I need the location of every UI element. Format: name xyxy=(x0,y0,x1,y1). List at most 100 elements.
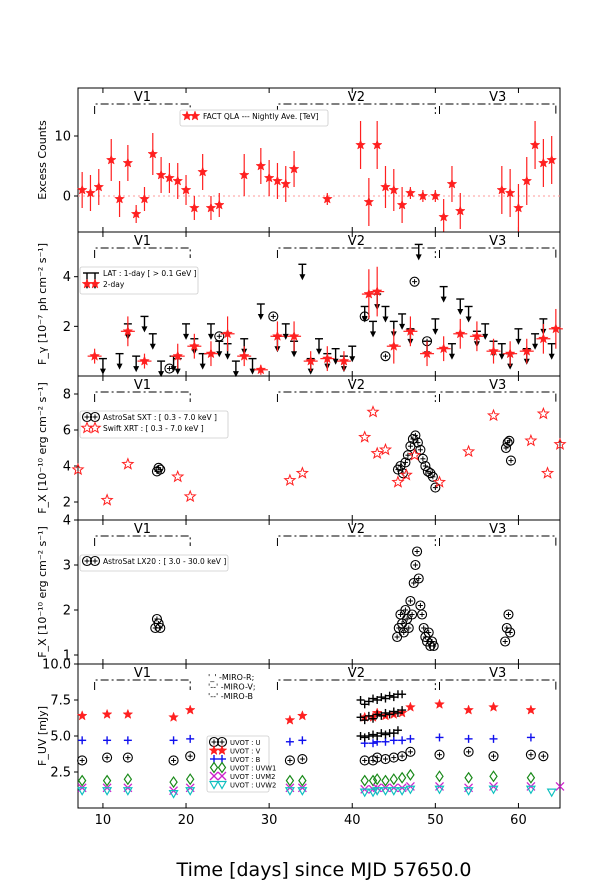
data-point xyxy=(356,696,365,704)
data-point xyxy=(205,347,217,359)
data-point xyxy=(77,787,88,796)
y-tick-label: 8 xyxy=(63,388,71,403)
data-point xyxy=(123,773,133,786)
data-point xyxy=(103,736,112,745)
legend: FACT QLA --- Nightly Ave. [TeV] xyxy=(179,109,329,127)
data-point xyxy=(391,475,405,488)
data-point xyxy=(101,708,113,719)
data-point xyxy=(405,595,416,607)
period-bracket xyxy=(94,391,191,402)
data-point xyxy=(238,350,250,361)
data-point xyxy=(222,328,233,339)
data-point xyxy=(381,305,390,323)
x-tick-label: 10 xyxy=(95,813,112,828)
y-tick-label: 10 xyxy=(54,130,71,145)
legend-label: Swift XRT : [ 0.3 - 7.0 keV ] xyxy=(103,424,204,433)
data-point xyxy=(238,169,250,180)
data-point xyxy=(397,751,408,762)
data-point xyxy=(434,698,445,709)
data-point xyxy=(171,469,185,483)
data-point xyxy=(285,737,294,746)
data-point xyxy=(380,787,391,796)
data-point xyxy=(77,755,88,766)
data-point xyxy=(78,736,87,745)
legend: LAT : 1-day [ > 0.1 GeV ] 2-day xyxy=(79,266,199,295)
legend-label: AstroSat LX20 : [ 3.0 - 30.0 keV ] xyxy=(103,557,226,566)
data-point xyxy=(297,787,308,796)
data-point xyxy=(139,193,150,204)
legend-label: FACT QLA --- Nightly Ave. [TeV] xyxy=(203,112,319,121)
data-point xyxy=(538,751,549,762)
data-point xyxy=(529,139,541,150)
data-point xyxy=(263,172,275,183)
period-label: V2 xyxy=(348,378,365,393)
data-point xyxy=(198,352,207,370)
legend-marker xyxy=(208,780,220,790)
y-tick-label: 6 xyxy=(63,424,71,439)
data-point xyxy=(398,313,407,330)
data-point xyxy=(429,190,441,201)
data-point xyxy=(272,175,283,186)
data-point xyxy=(504,347,516,359)
data-point xyxy=(284,755,295,766)
data-point xyxy=(514,328,523,345)
data-point xyxy=(524,433,538,447)
data-point xyxy=(405,746,416,757)
x-tick-label: 30 xyxy=(261,813,278,828)
x-tick-label: 20 xyxy=(178,813,195,828)
y-tick-label: 1 xyxy=(63,649,71,664)
panel-uvot: 10 20 30 40 50 60 2.5 5.0 7.5 10.0 F_UV [mJy] V1 V2 V… xyxy=(36,658,565,828)
data-point xyxy=(463,704,474,715)
data-point xyxy=(435,770,444,783)
data-point xyxy=(169,736,178,745)
legend-box xyxy=(79,554,229,572)
data-point xyxy=(296,710,308,721)
data-point xyxy=(406,768,415,781)
data-point xyxy=(364,697,373,706)
data-point xyxy=(438,211,450,222)
data-point xyxy=(366,405,380,418)
legend-label: UVOT : UVM2 xyxy=(230,773,275,781)
data-point xyxy=(513,202,524,213)
data-point xyxy=(369,714,378,723)
data-point xyxy=(283,473,297,486)
data-point xyxy=(359,755,370,766)
y-tick-label: 5.0 xyxy=(50,730,71,745)
data-point xyxy=(521,345,533,356)
data-point xyxy=(285,774,295,787)
data-point xyxy=(398,690,407,699)
data-point xyxy=(428,640,439,652)
data-point xyxy=(380,753,391,765)
data-point xyxy=(381,774,390,787)
data-point xyxy=(454,205,466,216)
miro-note: '--' -MIRO-V; xyxy=(208,683,256,692)
data-point xyxy=(504,187,516,198)
data-point xyxy=(504,435,515,446)
data-point xyxy=(540,466,555,479)
data-point xyxy=(369,730,378,739)
data-point xyxy=(315,338,323,355)
data-point xyxy=(389,729,398,738)
legend-label: AstroSat SXT : [ 0.3 - 7.0 keV ] xyxy=(103,413,217,422)
data-point xyxy=(102,787,113,796)
data-point xyxy=(185,751,196,762)
data-point xyxy=(389,736,398,745)
data-point xyxy=(360,774,369,787)
period-label: V3 xyxy=(489,666,506,681)
data-point xyxy=(439,285,448,303)
data-point xyxy=(115,352,124,370)
data-point xyxy=(122,752,133,763)
period-bracket xyxy=(276,391,436,402)
data-point xyxy=(295,466,309,479)
data-point xyxy=(164,172,175,183)
data-point xyxy=(505,627,516,638)
data-point xyxy=(256,303,265,320)
data-point xyxy=(185,787,196,796)
data-point xyxy=(521,175,533,186)
data-point xyxy=(397,787,408,796)
data-point xyxy=(356,732,365,740)
data-point xyxy=(489,770,498,783)
data-point xyxy=(369,739,378,748)
data-point xyxy=(188,340,200,351)
period-label: V1 xyxy=(134,522,151,537)
